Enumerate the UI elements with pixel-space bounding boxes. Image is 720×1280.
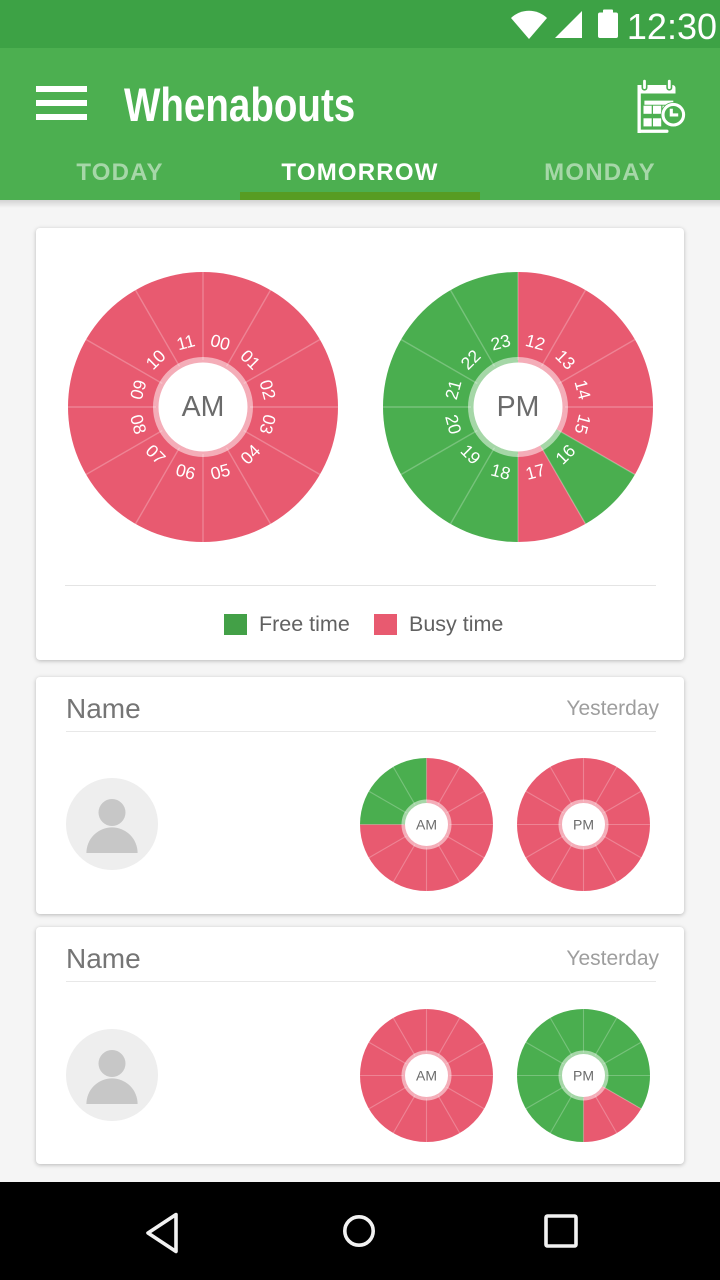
svg-text:18: 18 xyxy=(489,460,513,484)
svg-text:12: 12 xyxy=(523,330,547,354)
svg-text:23: 23 xyxy=(489,330,513,354)
svg-text:AM: AM xyxy=(416,1068,437,1084)
svg-text:17: 17 xyxy=(523,460,547,484)
svg-text:05: 05 xyxy=(208,460,232,484)
svg-text:AM: AM xyxy=(182,391,225,423)
svg-text:PM: PM xyxy=(573,1068,594,1084)
svg-text:21: 21 xyxy=(441,378,465,402)
svg-text:06: 06 xyxy=(174,460,198,484)
svg-text:09: 09 xyxy=(126,378,150,402)
svg-text:08: 08 xyxy=(126,412,150,436)
svg-text:15: 15 xyxy=(571,412,595,436)
svg-text:02: 02 xyxy=(256,378,280,402)
svg-text:03: 03 xyxy=(256,412,280,436)
svg-text:PM: PM xyxy=(573,817,594,833)
svg-text:PM: PM xyxy=(497,391,540,423)
svg-text:AM: AM xyxy=(416,817,437,833)
svg-text:11: 11 xyxy=(174,330,197,354)
